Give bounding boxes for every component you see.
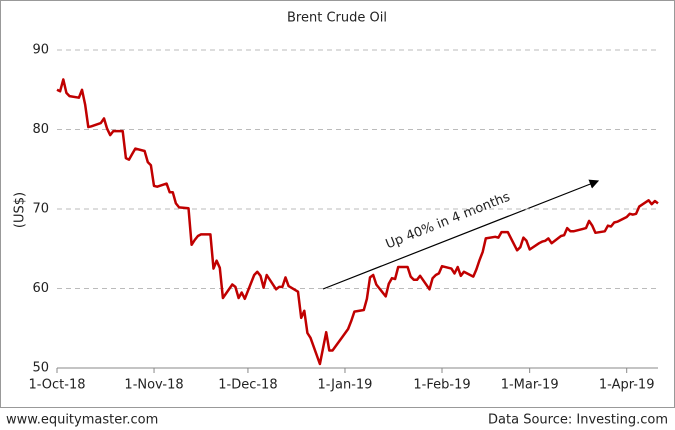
x-tick-label: 1-Nov-18 xyxy=(124,378,183,393)
x-tick-label: 1-Dec-18 xyxy=(218,378,277,393)
x-tick-label: 1-Mar-19 xyxy=(501,378,559,393)
chart-title: Brent Crude Oil xyxy=(287,11,387,26)
footer-right: Data Source: Investing.com xyxy=(488,413,668,428)
y-axis-label: (US$) xyxy=(13,192,28,228)
y-tick-label: 70 xyxy=(32,202,49,217)
x-tick-label: 1-Oct-18 xyxy=(28,378,85,393)
arrow xyxy=(322,179,600,290)
price-line xyxy=(56,78,659,366)
y-tick-label: 60 xyxy=(32,281,49,296)
x-tick-label: 1-Feb-19 xyxy=(413,378,470,393)
annotation: Up 40% in 4 months xyxy=(384,190,513,253)
y-tick-label: 50 xyxy=(32,361,49,376)
x-tick-label: 1-Apr-19 xyxy=(599,378,655,393)
x-tick-label: 1-Jan-19 xyxy=(317,378,372,393)
y-tick-label: 80 xyxy=(32,122,49,137)
frame xyxy=(0,0,675,408)
footer-left: www.equitymaster.com xyxy=(6,413,158,428)
y-tick-label: 90 xyxy=(32,43,49,58)
